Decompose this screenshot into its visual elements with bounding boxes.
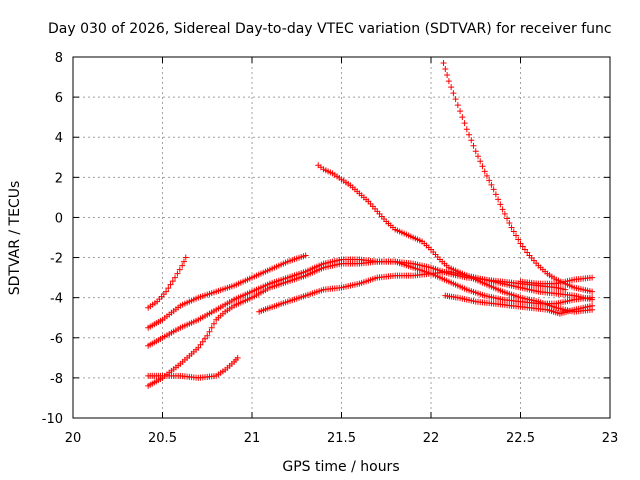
x-axis-label: GPS time / hours [282, 459, 399, 475]
data-point-marker [459, 114, 466, 121]
data-point-marker [521, 246, 528, 253]
data-point-marker [524, 249, 531, 256]
data-point-marker [499, 206, 506, 213]
y-tick-label: -6 [50, 332, 63, 347]
data-point-marker [448, 84, 455, 91]
data-point-marker [466, 131, 473, 138]
data-point-marker [519, 243, 526, 250]
data-point-marker [445, 78, 452, 85]
data-point-marker [210, 320, 217, 327]
data-point-marker [488, 181, 495, 188]
x-tick-label: 21.5 [327, 431, 356, 446]
data-point-marker [204, 332, 211, 339]
data-point-marker [163, 288, 170, 295]
series-s9 [442, 292, 596, 317]
data-point-marker [470, 142, 477, 149]
data-point-marker [474, 153, 481, 160]
data-point-marker [486, 177, 493, 184]
x-tick-label: 23 [602, 431, 619, 446]
data-point-marker [481, 168, 488, 175]
y-tick-label: 8 [55, 51, 63, 66]
data-point-marker [490, 186, 497, 193]
data-point-marker [176, 266, 183, 273]
data-point-marker [589, 296, 596, 303]
data-point-marker [172, 274, 179, 281]
data-point-marker [165, 285, 172, 292]
data-point-marker [479, 163, 486, 170]
data-markers [145, 60, 596, 389]
data-point-marker [444, 72, 451, 79]
data-point-marker [174, 270, 181, 277]
data-point-marker [495, 196, 502, 203]
x-tick-label: 22 [423, 431, 440, 446]
data-point-marker [463, 126, 470, 133]
data-point-marker [461, 120, 468, 127]
axis-ticks: 20 20.5 21 21.5 22 22.5 23 -10 -8 -6 -4 -2 0 2 4 6 8 [42, 51, 619, 446]
series-s2 [145, 252, 309, 331]
data-point-marker [589, 302, 596, 309]
x-tick-label: 20.5 [148, 431, 177, 446]
data-point-marker [513, 232, 520, 239]
data-point-marker [180, 258, 187, 265]
y-tick-label: -10 [42, 412, 63, 427]
data-point-marker [197, 341, 204, 348]
data-point-marker [510, 228, 517, 235]
y-tick-label: -8 [50, 372, 63, 387]
series-s4 [145, 354, 241, 381]
data-point-marker [515, 236, 522, 243]
y-tick-label: 6 [55, 91, 63, 106]
data-point-marker [208, 324, 215, 331]
data-point-marker [483, 172, 490, 179]
data-point-marker [202, 335, 209, 342]
data-point-marker [199, 338, 206, 345]
data-point-marker [562, 286, 569, 293]
series-s10 [517, 274, 596, 287]
y-tick-label: 4 [55, 131, 63, 146]
data-point-marker [501, 210, 508, 217]
y-tick-label: -2 [50, 252, 63, 267]
data-point-marker [450, 90, 457, 97]
chart-title: Day 030 of 2026, Sidereal Day-to-day VTE… [48, 21, 612, 37]
data-point-marker [468, 137, 475, 144]
y-tick-label: -4 [50, 292, 63, 307]
data-point-marker [169, 278, 176, 285]
y-tick-label: 0 [55, 211, 63, 226]
grid [73, 57, 610, 418]
data-point-marker [517, 240, 524, 247]
y-axis-label: SDTVAR / TECUs [7, 181, 23, 296]
data-point-marker [442, 66, 449, 73]
data-point-marker [452, 96, 459, 103]
data-point-marker [167, 281, 174, 288]
data-point-marker [497, 201, 504, 208]
data-point-marker [504, 215, 511, 222]
data-point-marker [195, 344, 202, 351]
y-tick-label: 2 [55, 171, 63, 186]
series-s7 [315, 162, 596, 315]
data-point-marker [457, 108, 464, 115]
data-point-marker [206, 328, 213, 335]
data-point-marker [492, 191, 499, 198]
data-point-marker [182, 254, 189, 261]
data-point-marker [472, 148, 479, 155]
data-point-marker [234, 354, 241, 361]
data-point-marker [477, 158, 484, 165]
series-s1 [145, 254, 189, 311]
data-point-marker [506, 219, 513, 226]
data-point-marker [508, 224, 515, 231]
x-tick-label: 20 [65, 431, 82, 446]
data-point-marker [589, 274, 596, 281]
x-tick-label: 21 [244, 431, 261, 446]
data-point-marker [302, 252, 309, 259]
x-tick-label: 22.5 [506, 431, 535, 446]
data-point-marker [179, 262, 186, 269]
data-point-marker [440, 60, 447, 67]
data-point-marker [589, 288, 596, 295]
data-point-marker [454, 102, 461, 109]
